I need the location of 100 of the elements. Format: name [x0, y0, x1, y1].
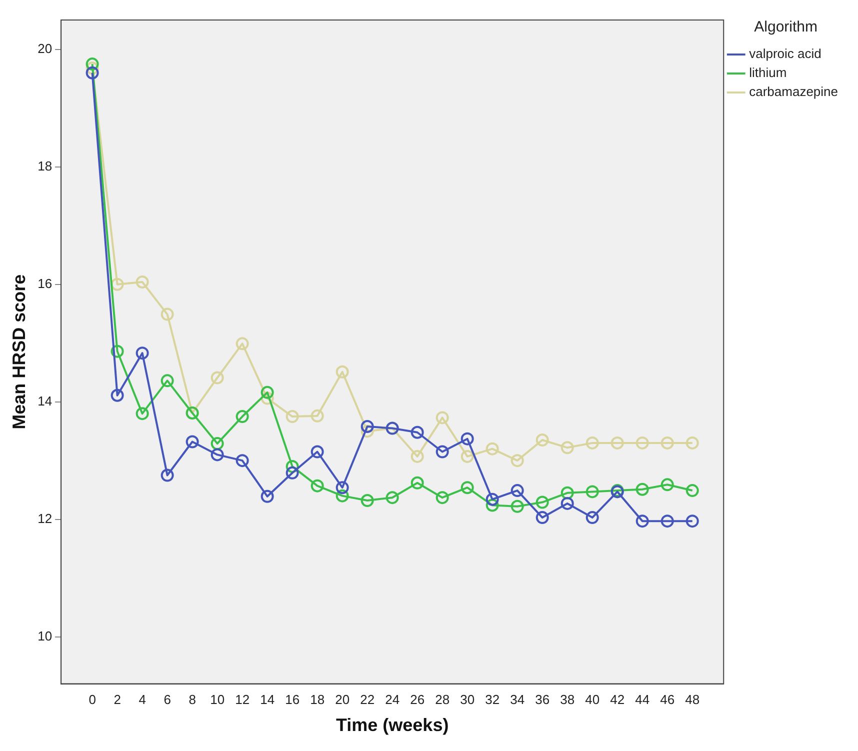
point [136, 346, 149, 360]
x-tick-label: 18 [310, 692, 325, 708]
point [636, 436, 649, 450]
point [410, 426, 424, 439]
point [336, 481, 349, 494]
x-tick-label: 12 [235, 692, 250, 708]
point [686, 514, 699, 528]
x-tick-label: 46 [660, 692, 675, 708]
point [286, 460, 299, 473]
y-tick-label: 16 [38, 276, 52, 291]
point [536, 511, 549, 524]
point [410, 450, 424, 463]
point [110, 344, 124, 358]
point [86, 58, 99, 71]
x-tick-label: 22 [360, 692, 375, 708]
point [86, 62, 99, 75]
point [636, 482, 649, 496]
y-tick-label: 10 [38, 628, 52, 644]
y-tick-label: 14 [38, 393, 52, 408]
point [436, 411, 449, 424]
point [660, 436, 674, 450]
x-tick-label: 20 [335, 692, 350, 708]
point [210, 371, 224, 384]
point [586, 511, 599, 524]
point [310, 409, 324, 422]
point [610, 436, 624, 450]
point [510, 454, 524, 468]
x-axis-title: Time (weeks) [336, 715, 449, 736]
point [360, 494, 374, 508]
point [660, 514, 674, 528]
point [360, 420, 374, 434]
point [460, 432, 474, 446]
point [510, 484, 524, 498]
point [336, 365, 349, 378]
point [486, 492, 499, 506]
x-tick-label: 0 [88, 692, 96, 708]
point [160, 468, 174, 482]
x-tick-label: 48 [685, 692, 700, 708]
x-tick-label: 14 [260, 692, 275, 708]
point [560, 441, 574, 454]
point [686, 484, 699, 498]
x-tick-label: 10 [210, 692, 225, 708]
point [236, 454, 249, 468]
legend-label: carbamazepine [749, 84, 838, 100]
point [386, 491, 399, 504]
legend-title: Algorithm [754, 18, 818, 36]
legend-label: lithium [749, 65, 787, 80]
point [236, 337, 249, 350]
x-tick-label: 6 [164, 692, 171, 708]
x-tick-label: 30 [460, 692, 475, 708]
x-tick-label: 2 [114, 692, 121, 708]
point [260, 490, 274, 503]
point [310, 445, 324, 458]
x-tick-label: 28 [435, 692, 450, 708]
x-tick-label: 8 [188, 692, 196, 708]
point [486, 442, 499, 456]
point [410, 476, 424, 490]
point [86, 66, 99, 80]
x-tick-label: 32 [485, 692, 500, 708]
x-tick-label: 36 [535, 692, 550, 708]
y-tick-label: 20 [38, 40, 52, 56]
point [136, 275, 149, 288]
x-tick-label: 16 [285, 692, 300, 708]
x-tick-label: 40 [585, 692, 600, 708]
y-tick-label: 12 [38, 510, 52, 526]
point [286, 410, 299, 424]
point [310, 479, 324, 492]
point [136, 407, 149, 420]
point [486, 498, 499, 512]
y-axis-title: Mean HRSD score [8, 274, 29, 430]
point [110, 388, 124, 402]
point [460, 481, 474, 494]
point [510, 500, 524, 513]
x-tick-label: 26 [410, 692, 425, 708]
point [636, 514, 649, 528]
point [286, 466, 299, 480]
point [586, 436, 599, 450]
point [210, 448, 224, 462]
point [536, 434, 549, 447]
point [660, 478, 674, 492]
y-tick-label: 18 [38, 158, 52, 174]
x-tick-label: 24 [385, 692, 400, 708]
x-tick-label: 38 [560, 692, 575, 708]
point [160, 374, 174, 388]
point [436, 491, 449, 504]
x-tick-label: 4 [138, 692, 146, 708]
legend-label: valproic acid [749, 46, 822, 62]
point [436, 445, 449, 458]
point [336, 489, 349, 502]
point [260, 392, 274, 405]
point [686, 436, 699, 450]
point [260, 386, 274, 399]
point [160, 308, 174, 321]
x-tick-label: 42 [610, 692, 625, 708]
point [560, 486, 574, 500]
point [536, 496, 549, 509]
point [360, 424, 374, 438]
point [586, 485, 599, 498]
x-tick-label: 44 [635, 692, 650, 708]
point [210, 437, 224, 450]
